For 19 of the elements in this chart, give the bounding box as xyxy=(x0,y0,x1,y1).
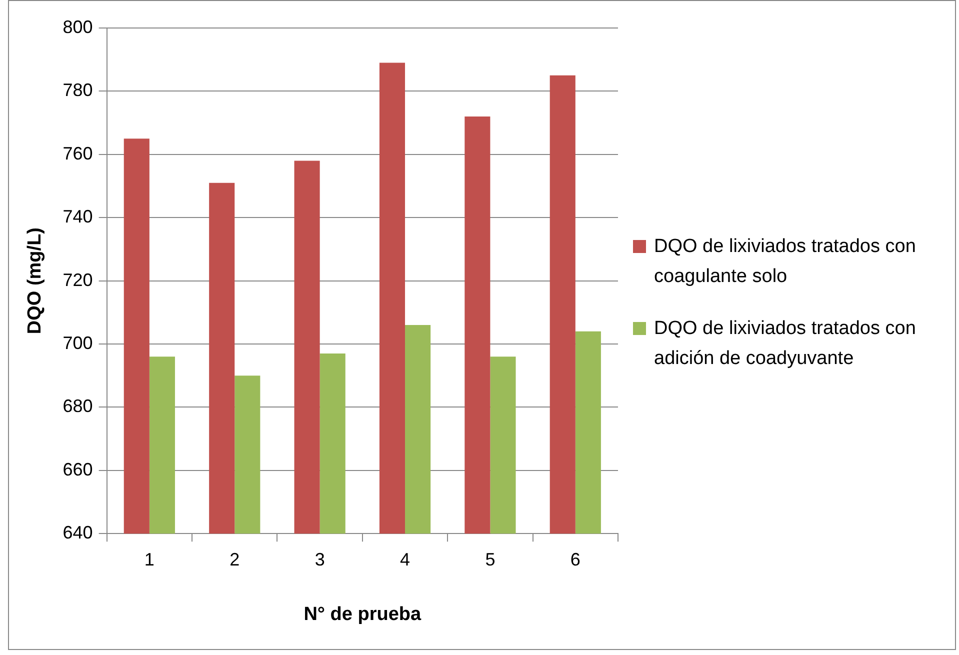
x-tick-label: 5 xyxy=(485,549,496,570)
x-tick-label: 6 xyxy=(570,549,580,570)
y-tick-label: 700 xyxy=(62,332,93,353)
y-tick-label: 660 xyxy=(62,459,93,480)
x-tick-label: 4 xyxy=(400,549,410,570)
legend-label: DQO de lixiviados tratados con coagulante solo xyxy=(654,235,917,289)
x-tick-label: 2 xyxy=(230,549,240,570)
legend-label: DQO de lixiviados tratados con adición de coadyuvante xyxy=(654,317,917,371)
y-tick-label: 720 xyxy=(62,270,93,290)
y-tick-label: 640 xyxy=(62,522,93,543)
y-axis-title: DQO (mg/L) xyxy=(24,227,46,334)
y-tick-label: 800 xyxy=(62,16,93,37)
x-axis-title: N° de prueba xyxy=(304,604,422,625)
x-tick-label: 1 xyxy=(144,549,154,570)
x-tick-label: 3 xyxy=(314,549,325,570)
y-tick-label: 740 xyxy=(62,206,93,227)
y-tick-label: 780 xyxy=(62,80,93,100)
y-tick-label: 680 xyxy=(62,396,93,416)
y-tick-label: 760 xyxy=(62,143,93,164)
